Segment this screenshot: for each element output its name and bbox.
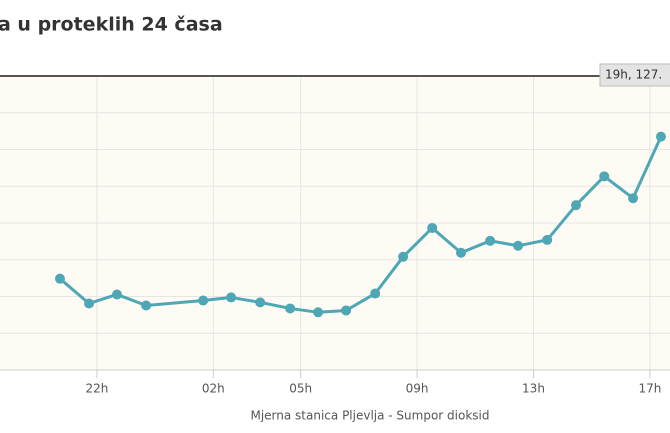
point xyxy=(655,131,666,142)
point xyxy=(313,307,324,318)
point xyxy=(599,171,610,182)
series xyxy=(54,131,666,318)
point xyxy=(427,222,438,233)
x-tick-label: 05h xyxy=(289,382,312,396)
x-tick-label: 02h xyxy=(202,382,225,396)
chart-title: a u proteklih 24 časa xyxy=(0,14,223,36)
point xyxy=(570,200,581,211)
point xyxy=(398,251,409,262)
point xyxy=(141,300,152,311)
point xyxy=(198,295,209,306)
point xyxy=(485,235,496,246)
point xyxy=(370,288,381,299)
x-tick-label: 17h xyxy=(638,382,661,396)
point xyxy=(542,234,553,245)
point xyxy=(628,193,639,204)
point xyxy=(341,305,352,316)
point xyxy=(285,303,296,314)
x-tick-label: 13h xyxy=(522,382,545,396)
point xyxy=(226,292,237,303)
point xyxy=(456,247,467,258)
point xyxy=(513,240,524,251)
point xyxy=(112,289,123,300)
x-tick-label: 22h xyxy=(85,382,108,396)
point xyxy=(255,297,266,308)
x-axis-label: Mjerna stanica Pljevlja - Sumpor dioksid xyxy=(250,409,489,423)
point xyxy=(84,298,95,309)
tooltip: 19h, 127. xyxy=(605,68,662,82)
tooltip-box xyxy=(599,63,670,87)
point xyxy=(54,273,65,284)
x-tick-label: 09h xyxy=(406,382,429,396)
